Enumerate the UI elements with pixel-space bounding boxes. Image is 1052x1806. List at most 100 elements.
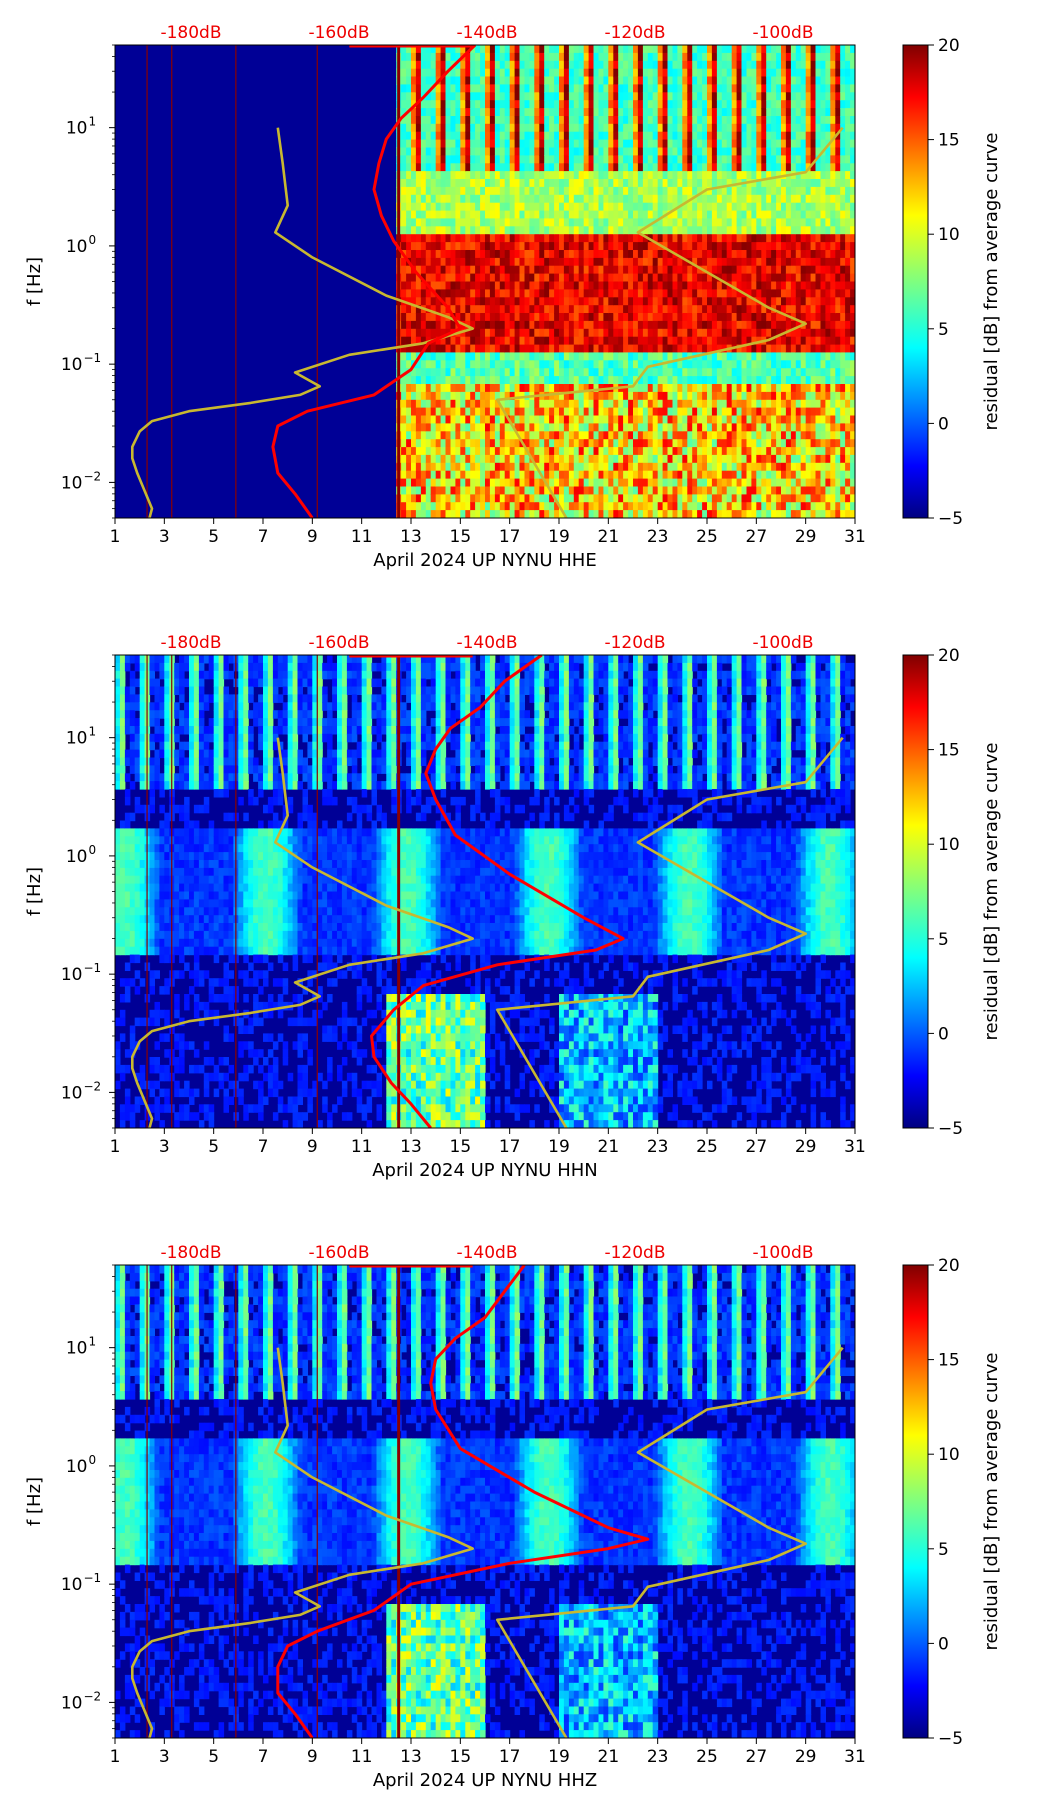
x-tick-label: 9 [307,1747,318,1767]
top-db-label: -180dB [160,23,221,43]
colorbar: 20 15 10 5 0 −5 residual [dB] from average cur… [902,1256,1002,1749]
plot-area [115,655,855,1128]
colorbar-tick-label: 20 [938,646,960,666]
top-db-label: -180dB [160,633,221,653]
x-tick-label: 1 [110,527,121,547]
colorbar-tick-label: 10 [938,835,960,855]
yellow-reference-curve [131,127,474,518]
colorbar-tick-label: 0 [938,1634,949,1654]
x-tick-label: 23 [647,527,669,547]
x-axis-label: April 2024 UP NYNU HHN [372,1160,598,1181]
x-tick-label: 25 [696,1137,718,1157]
x-tick-label: 27 [746,527,768,547]
top-db-label: -140dB [456,633,517,653]
x-tick-label: 31 [844,1137,866,1157]
x-tick-label: 5 [208,1137,219,1157]
x-tick-label: 29 [795,1137,817,1157]
y-tick-label: 101 [66,1335,96,1359]
colorbar-tick-label: 10 [938,1445,960,1465]
yellow-reference-curve [496,126,844,518]
top-db-label: -120dB [604,633,665,653]
top-db-label: -160dB [308,1243,369,1263]
top-db-label: -140dB [456,23,517,43]
yellow-reference-curve [131,737,474,1128]
x-tick-label: 31 [844,1747,866,1767]
colorbar-gradient [902,654,929,1129]
top-db-label: -180dB [160,1243,221,1263]
x-tick-label: 17 [499,1747,521,1767]
x-tick-label: 7 [258,527,269,547]
x-tick-label: 13 [400,1747,422,1767]
x-tick-label: 21 [598,527,620,547]
colorbar-tick-label: 20 [938,1256,960,1276]
colorbar-tick-label: 0 [938,1024,949,1044]
red-psd-curve [276,1265,650,1738]
x-tick-label: 3 [159,527,170,547]
colorbar-tick-label: 5 [938,1540,949,1560]
colorbar-tick-label: 15 [938,741,960,761]
top-db-label: -100dB [752,1243,813,1263]
colorbar-label: residual [dB] from average curve [981,1352,1002,1650]
x-tick-label: 1 [110,1137,121,1157]
plot-area [115,1265,855,1738]
x-tick-label: 7 [258,1137,269,1157]
y-tick-label: 101 [66,725,96,749]
y-tick-label: 10−1 [61,961,101,985]
x-tick-label: 11 [351,1137,373,1157]
x-tick-label: 15 [450,527,472,547]
top-db-label: -100dB [752,23,813,43]
x-tick-label: 25 [696,1747,718,1767]
x-tick-label: 27 [746,1137,768,1157]
colorbar-tick-label: 5 [938,320,949,340]
colorbar: 20 15 10 5 0 −5 residual [dB] from average cur… [902,36,1002,529]
x-tick-label: 11 [351,527,373,547]
colorbar-gradient [902,1264,929,1739]
x-tick-label: 17 [499,1137,521,1157]
x-axis-label: April 2024 UP NYNU HHZ [373,1770,597,1791]
x-tick-label: 1 [110,1747,121,1767]
x-tick-label: 17 [499,527,521,547]
x-tick-label: 25 [696,527,718,547]
x-tick-label: 23 [647,1747,669,1767]
x-tick-label: 3 [159,1747,170,1767]
heatmap-texture [396,45,855,518]
x-tick-label: 5 [208,1747,219,1767]
x-tick-label: 21 [598,1747,620,1767]
x-tick-label: 31 [844,527,866,547]
yellow-reference-curve [496,1346,844,1738]
top-db-label: -120dB [604,23,665,43]
colorbar-gradient [902,44,929,519]
x-tick-label: 27 [746,1747,768,1767]
x-tick-label: 21 [598,1137,620,1157]
colorbar-tick-label: 15 [938,1351,960,1371]
heatmap-texture [115,1265,855,1738]
x-tick-label: 23 [647,1137,669,1157]
colorbar-tick-label: 15 [938,131,960,151]
top-db-label: -160dB [308,633,369,653]
x-tick-label: 15 [450,1747,472,1767]
y-tick-label: 100 [66,1453,96,1477]
top-db-label: -120dB [604,1243,665,1263]
colorbar-tick-label: 5 [938,930,949,950]
x-tick-label: 29 [795,527,817,547]
x-tick-label: 19 [548,1747,570,1767]
x-tick-label: 11 [351,1747,373,1767]
y-tick-label: 10−1 [61,351,101,375]
x-tick-label: 19 [548,1137,570,1157]
yellow-reference-curve [496,736,844,1128]
colorbar-tick-label: −5 [938,1119,963,1139]
y-tick-label: 100 [66,843,96,867]
x-tick-label: 3 [159,1137,170,1157]
colorbar-label: residual [dB] from average curve [981,742,1002,1040]
y-axis-label: f [Hz] [24,867,45,916]
red-psd-curve [370,655,625,1128]
yellow-reference-curve [131,1347,474,1738]
top-db-label: -140dB [456,1243,517,1263]
x-tick-label: 9 [307,1137,318,1157]
x-axis-label: April 2024 UP NYNU HHE [373,550,596,571]
y-tick-label: 10−2 [61,469,101,493]
